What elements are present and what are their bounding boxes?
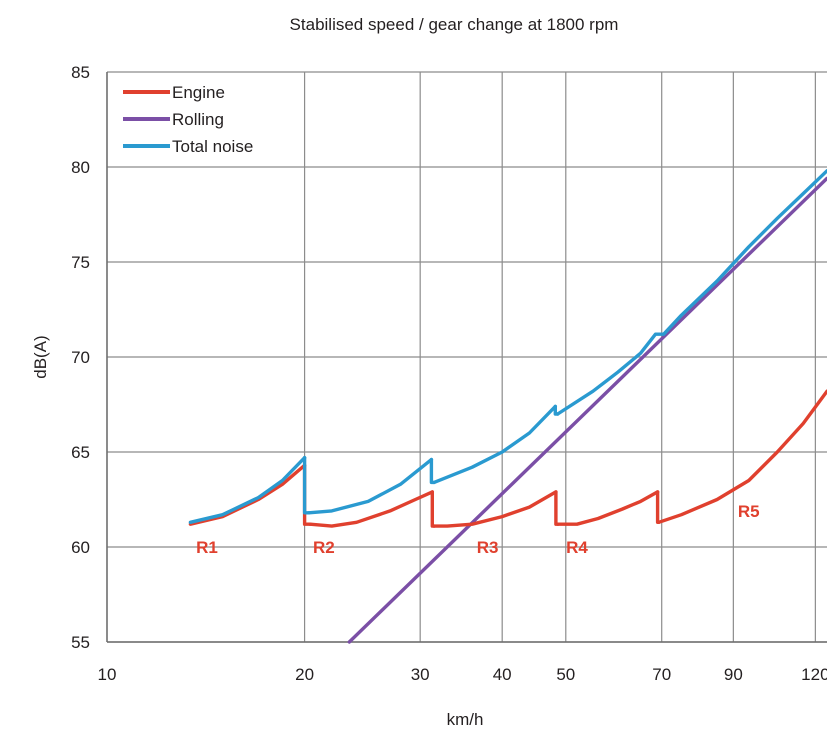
x-tick-label: 50 [556, 665, 575, 684]
y-tick-label: 85 [71, 63, 90, 82]
x-tick-label: 90 [724, 665, 743, 684]
gear-label-r4: R4 [566, 538, 588, 557]
legend-label-total-noise: Total noise [172, 137, 253, 156]
chart-title: Stabilised speed / gear change at 1800 r… [290, 15, 619, 34]
total-noise-gear-drop [429, 457, 436, 485]
engine-line-segment [432, 490, 558, 528]
gear-annotations: R1 R2 R3 R4 R5 [196, 502, 760, 557]
engine-line-segment [657, 389, 827, 524]
engine-gear-drop [430, 490, 436, 528]
series-engine [188, 389, 827, 528]
total-noise-line-segment [556, 169, 827, 416]
engine-line-segment [556, 490, 660, 526]
series-layer [188, 169, 827, 644]
plot-frame [106, 72, 827, 643]
y-axis-label: dB(A) [31, 335, 50, 378]
y-tick-label: 70 [71, 348, 90, 367]
y-tick-label: 80 [71, 158, 90, 177]
y-tick-label: 75 [71, 253, 90, 272]
legend: Engine Rolling Total noise [123, 83, 253, 156]
gear-label-r5: R5 [738, 502, 760, 521]
x-tick-label: 10 [98, 665, 117, 684]
engine-gear-drop [655, 490, 661, 524]
y-tick-label: 60 [71, 538, 90, 557]
x-tick-label: 70 [652, 665, 671, 684]
total-noise-gear-drop [302, 456, 311, 515]
series-total-noise [188, 169, 827, 524]
total-noise-line-segment [432, 404, 557, 485]
x-tick-label: 20 [295, 665, 314, 684]
gear-label-r1: R1 [196, 538, 218, 557]
y-axis-ticks: 55 60 65 70 75 80 85 [71, 63, 90, 652]
y-tick-label: 65 [71, 443, 90, 462]
series-rolling [347, 176, 827, 644]
grid [106, 71, 827, 643]
x-tick-label: 40 [493, 665, 512, 684]
legend-label-engine: Engine [172, 83, 225, 102]
y-tick-label: 55 [71, 633, 90, 652]
x-tick-label: 120 [801, 665, 827, 684]
x-axis-label: km/h [447, 710, 484, 729]
engine-gear-drop [554, 490, 560, 526]
gear-label-r2: R2 [313, 538, 335, 557]
gear-label-r3: R3 [477, 538, 499, 557]
engine-line-segment [308, 490, 434, 528]
x-tick-label: 30 [411, 665, 430, 684]
rolling-line-segment [347, 176, 827, 644]
total-noise-line-segment [307, 457, 434, 515]
x-axis-ticks: 10 20 30 40 50 70 90 120 [98, 665, 827, 684]
total-noise-line-segment [188, 456, 307, 524]
legend-label-rolling: Rolling [172, 110, 224, 129]
engine-line-segment [188, 463, 307, 526]
